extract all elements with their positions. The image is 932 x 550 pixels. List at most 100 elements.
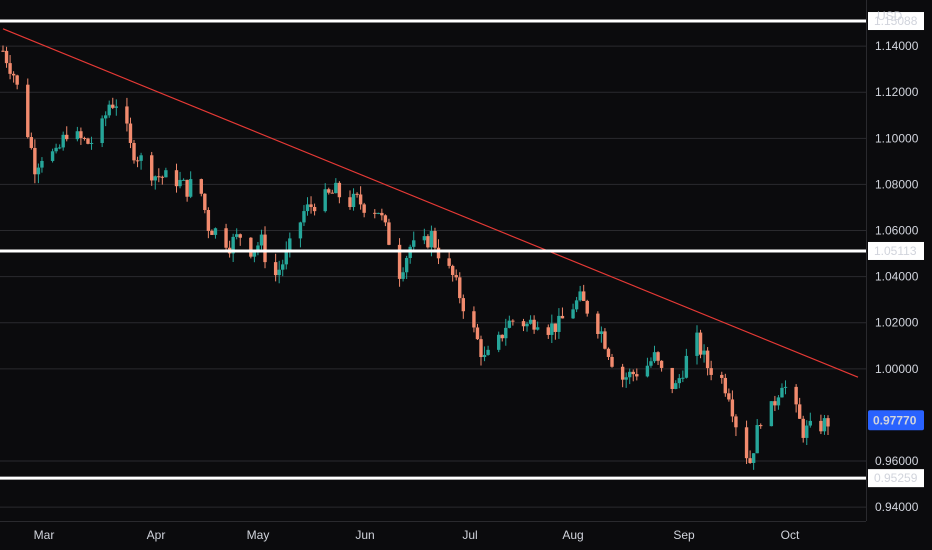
candle-body[interactable] — [203, 193, 207, 210]
candle-body[interactable] — [312, 206, 317, 212]
candle-body[interactable] — [348, 197, 352, 208]
candle-body[interactable] — [387, 222, 391, 245]
candle-body[interactable] — [507, 320, 512, 328]
candle-body[interactable] — [334, 182, 338, 194]
candle-body[interactable] — [185, 179, 189, 197]
candle-body[interactable] — [305, 204, 310, 212]
candle-body[interactable] — [36, 167, 41, 175]
candle-body[interactable] — [794, 386, 798, 405]
candle-body[interactable] — [652, 352, 657, 362]
candle-body[interactable] — [659, 360, 664, 368]
candle-body[interactable] — [61, 134, 65, 148]
candle-body[interactable] — [302, 211, 306, 223]
candle-body[interactable] — [376, 212, 381, 214]
candle-body[interactable] — [422, 236, 427, 241]
candle-body[interactable] — [751, 453, 756, 463]
candle-body[interactable] — [535, 327, 540, 330]
candle-body[interactable] — [497, 334, 501, 350]
candle-body[interactable] — [557, 315, 561, 332]
candle-body[interactable] — [426, 236, 430, 248]
candle-body[interactable] — [298, 222, 303, 239]
candle-body[interactable] — [581, 291, 586, 301]
candle-body[interactable] — [373, 212, 377, 214]
candle-body[interactable] — [273, 262, 278, 276]
candle-body[interactable] — [805, 425, 809, 438]
candle-body[interactable] — [174, 170, 179, 187]
candle-body[interactable] — [153, 176, 157, 181]
candle-body[interactable] — [674, 383, 678, 389]
candle-body[interactable] — [404, 257, 409, 273]
candle-body[interactable] — [528, 319, 533, 324]
candle-body[interactable] — [79, 131, 83, 138]
candle-body[interactable] — [670, 367, 674, 389]
candle-body[interactable] — [256, 245, 260, 251]
candle-body[interactable] — [383, 215, 388, 223]
candle-body[interactable] — [4, 50, 9, 64]
candle-body[interactable] — [323, 189, 327, 212]
candle-body[interactable] — [525, 323, 529, 327]
downtrend-line[interactable] — [2, 28, 859, 378]
candle-body[interactable] — [82, 137, 87, 139]
candle-body[interactable] — [744, 427, 749, 459]
candle-body[interactable] — [160, 176, 165, 178]
candle-body[interactable] — [114, 106, 119, 108]
candle-body[interactable] — [11, 73, 16, 76]
candle-body[interactable] — [337, 182, 342, 198]
candle-body[interactable] — [631, 371, 635, 375]
candle-body[interactable] — [231, 236, 235, 254]
candle-body[interactable] — [57, 147, 62, 149]
candle-body[interactable] — [33, 147, 37, 175]
candle-body[interactable] — [213, 228, 218, 235]
candle-body[interactable] — [309, 204, 313, 207]
candle-body[interactable] — [709, 368, 713, 375]
candle-body[interactable] — [128, 123, 133, 143]
candle-body[interactable] — [210, 230, 214, 235]
candle-body[interactable] — [603, 331, 607, 349]
candle-body[interactable] — [103, 115, 108, 119]
candle-body[interactable] — [628, 371, 632, 378]
candle-body[interactable] — [206, 209, 211, 231]
candle-body[interactable] — [29, 137, 34, 148]
candle-body[interactable] — [447, 258, 451, 266]
candle-body[interactable] — [532, 319, 536, 330]
candle-body[interactable] — [553, 323, 558, 332]
candle-body[interactable] — [500, 334, 504, 339]
candle-body[interactable] — [801, 418, 805, 438]
candle-body[interactable] — [571, 309, 575, 319]
candle-body[interactable] — [458, 277, 462, 299]
candle-body[interactable] — [656, 352, 660, 361]
candle-body[interactable] — [649, 361, 653, 366]
candle-body[interactable] — [252, 250, 257, 257]
candle-body[interactable] — [150, 155, 154, 181]
candle-body[interactable] — [797, 404, 802, 419]
candle-body[interactable] — [100, 118, 104, 144]
candle-body[interactable] — [75, 131, 80, 140]
candle-body[interactable] — [125, 106, 129, 124]
candle-body[interactable] — [826, 418, 830, 427]
candle-body[interactable] — [107, 104, 111, 116]
candle-body[interactable] — [89, 143, 94, 145]
candle-body[interactable] — [65, 134, 69, 140]
candle-body[interactable] — [482, 354, 487, 358]
candle-body[interactable] — [702, 350, 706, 355]
candle-body[interactable] — [783, 386, 788, 388]
candle-body[interactable] — [1, 50, 5, 52]
candle-body[interactable] — [327, 189, 331, 193]
candle-body[interactable] — [433, 231, 437, 248]
candle-body[interactable] — [645, 365, 650, 377]
candle-body[interactable] — [574, 300, 579, 310]
candle-body[interactable] — [681, 377, 685, 379]
candle-body[interactable] — [259, 234, 264, 246]
candle-body[interactable] — [135, 160, 140, 162]
candle-body[interactable] — [819, 420, 823, 432]
candle-body[interactable] — [695, 332, 699, 356]
candle-body[interactable] — [436, 247, 441, 259]
candle-body[interactable] — [578, 291, 582, 301]
candle-body[interactable] — [780, 387, 784, 398]
candle-body[interactable] — [610, 356, 614, 367]
candle-body[interactable] — [358, 194, 363, 205]
candle-body[interactable] — [698, 332, 703, 355]
candle-body[interactable] — [546, 327, 550, 335]
